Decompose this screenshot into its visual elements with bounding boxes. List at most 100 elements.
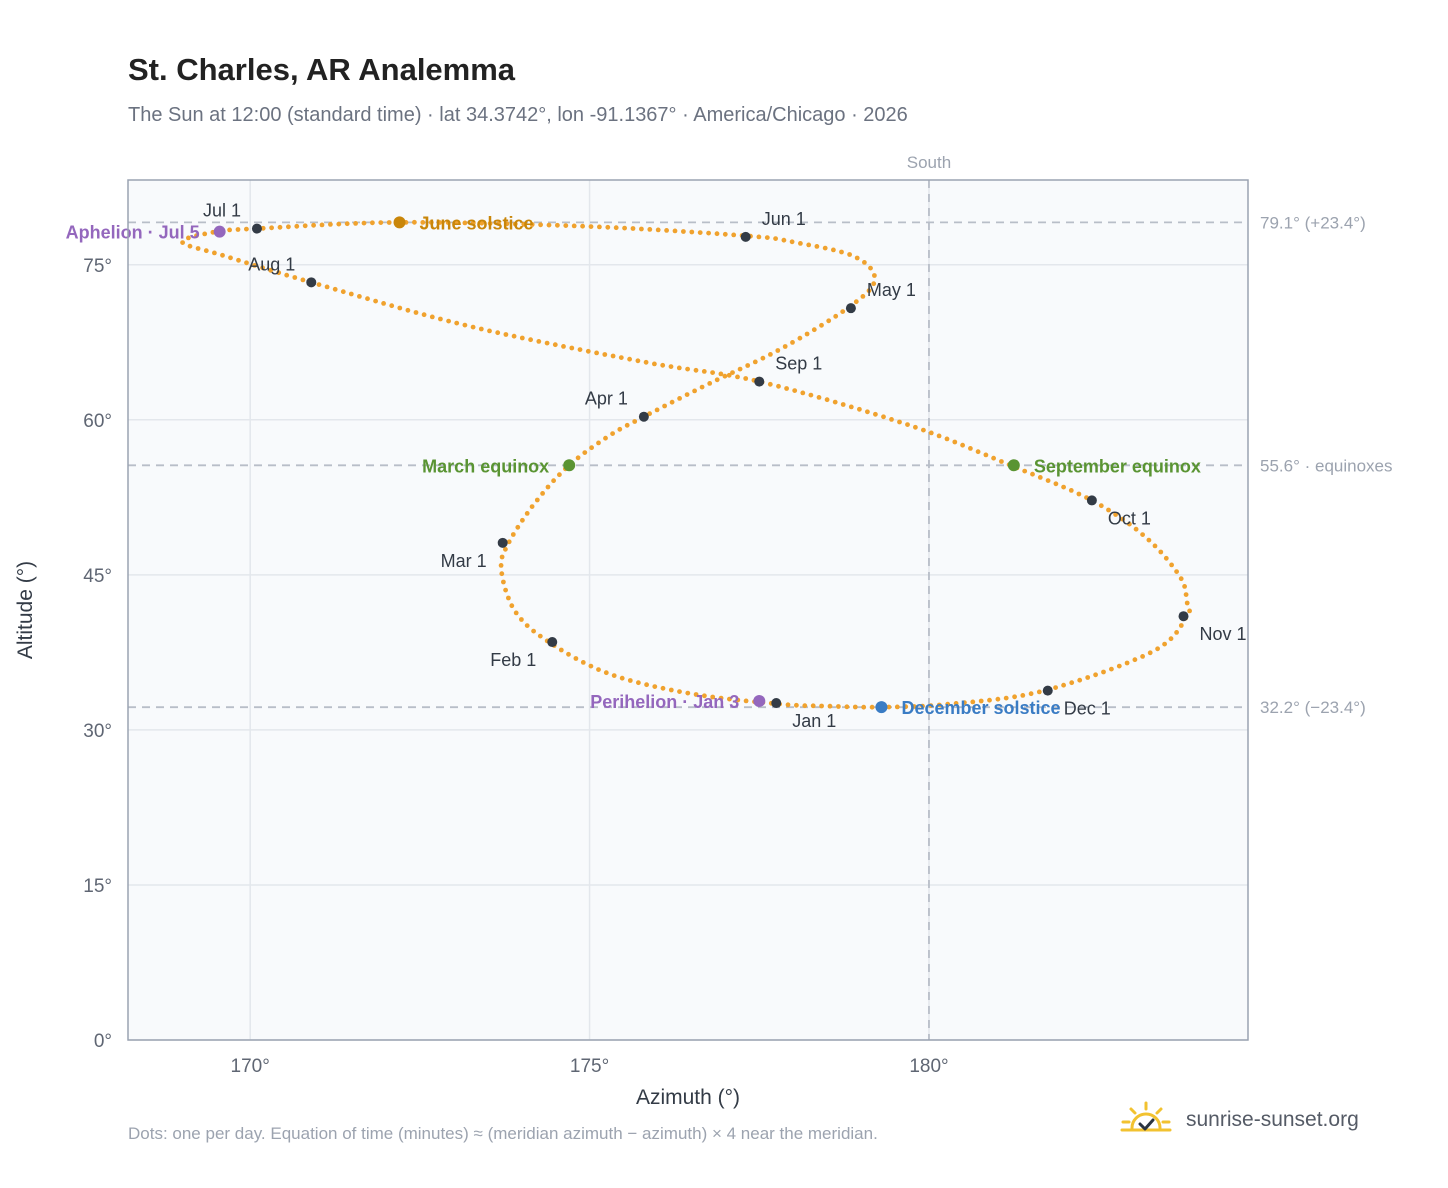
daily-dot (689, 229, 695, 235)
daily-dot (630, 226, 636, 231)
month-marker-label: Aug 1 (248, 254, 295, 274)
month-marker-label: Sep 1 (775, 354, 822, 374)
daily-dot (503, 332, 509, 337)
daily-dot (1127, 521, 1132, 527)
daily-dot (652, 361, 657, 367)
daily-dot (585, 348, 591, 354)
daily-dot (487, 328, 492, 334)
daily-dot (370, 220, 375, 226)
daily-dot (869, 704, 875, 710)
daily-dot (840, 309, 846, 314)
daily-dot (1069, 680, 1075, 686)
daily-dot (195, 246, 201, 251)
daily-dot (504, 221, 510, 227)
event-marker-label: December solstice (901, 698, 1060, 718)
brand-name[interactable]: sunrise-sunset.org (1186, 1108, 1359, 1131)
daily-dot (660, 685, 666, 691)
daily-dot (569, 345, 575, 351)
month-marker-label: Jan 1 (792, 711, 836, 731)
daily-dot (511, 333, 517, 339)
axis-ticks: 170° 175° 180° 0° 15° 30° 45° 60° 75° (83, 256, 948, 1077)
daily-dot (677, 396, 682, 401)
daily-dot (960, 442, 965, 448)
daily-dot (920, 703, 925, 709)
daily-dot (1162, 641, 1167, 647)
daily-dot (814, 244, 820, 249)
daily-dot (405, 307, 411, 313)
daily-dot (613, 225, 619, 231)
daily-dot (854, 255, 860, 261)
daily-dot (478, 326, 484, 332)
sunrise-logo-icon (1120, 1101, 1172, 1132)
daily-dot (701, 369, 707, 374)
daily-dot (802, 703, 808, 709)
month-marker-dot (306, 277, 317, 288)
daily-dot (389, 303, 395, 309)
brand[interactable]: sunrise-sunset.org (1118, 1100, 1359, 1140)
daily-dot (865, 409, 870, 415)
month-marker-dot (754, 376, 765, 387)
daily-dot (332, 286, 338, 292)
event-marker-label: September equinox (1034, 456, 1201, 476)
daily-dot (446, 318, 451, 324)
daily-dot (944, 436, 950, 442)
daily-dot (684, 392, 690, 397)
daily-dot (462, 220, 468, 226)
daily-dot (824, 397, 830, 403)
daily-dot (776, 383, 781, 389)
daily-dot (810, 703, 816, 709)
daily-dot (871, 281, 877, 287)
daily-dot (1132, 657, 1138, 663)
daily-dot (714, 377, 720, 383)
daily-dot (697, 230, 703, 236)
daily-dot (860, 294, 866, 299)
daily-dot (538, 222, 543, 228)
daily-dot (975, 449, 981, 455)
daily-dot (710, 694, 716, 700)
daily-dot (438, 316, 443, 322)
daily-dot (580, 223, 585, 229)
daily-dot (328, 222, 333, 227)
daily-dot (1120, 516, 1125, 522)
daily-dot (839, 249, 844, 255)
daily-dot (752, 359, 758, 365)
daily-dot (857, 406, 862, 412)
daily-dot (1076, 491, 1082, 497)
month-marker-dot (740, 231, 751, 242)
daily-dot (536, 339, 542, 344)
daily-dot (1124, 660, 1130, 666)
daily-dot (773, 236, 778, 242)
daily-dot (524, 623, 530, 628)
event-marker-label: March equinox (422, 456, 549, 476)
month-marker-label: Mar 1 (441, 551, 487, 571)
daily-dot (212, 250, 217, 256)
daily-dot (528, 337, 533, 343)
daily-dot (831, 247, 836, 253)
month-marker-label: Jul 1 (203, 201, 241, 221)
daily-dot (534, 497, 540, 503)
chart-title: St. Charles, AR Analemma (128, 52, 516, 87)
daily-dot (706, 230, 711, 236)
reference-lines: South 79.1° (+23.4°) 55.6° · equinoxes 32.2… (128, 153, 1393, 1040)
daily-dot (515, 524, 521, 530)
daily-dot (292, 275, 298, 280)
daily-dot (454, 320, 460, 326)
daily-dot (886, 704, 892, 710)
daily-dot (722, 231, 728, 237)
daily-dot (276, 270, 282, 276)
daily-dot (336, 221, 342, 227)
daily-dot (735, 697, 741, 703)
daily-dot (470, 220, 476, 226)
daily-dot (588, 224, 594, 230)
daily-dot (822, 245, 828, 251)
daily-dot (1178, 576, 1184, 582)
daily-dot (643, 359, 649, 365)
daily-dot (718, 371, 724, 377)
event-marker-dot (753, 694, 766, 707)
daily-dot (557, 472, 562, 478)
daily-dot (510, 532, 516, 537)
daily-dot (577, 347, 583, 352)
daily-dot (692, 388, 697, 394)
daily-dot (735, 374, 740, 380)
daily-dot (420, 220, 426, 225)
